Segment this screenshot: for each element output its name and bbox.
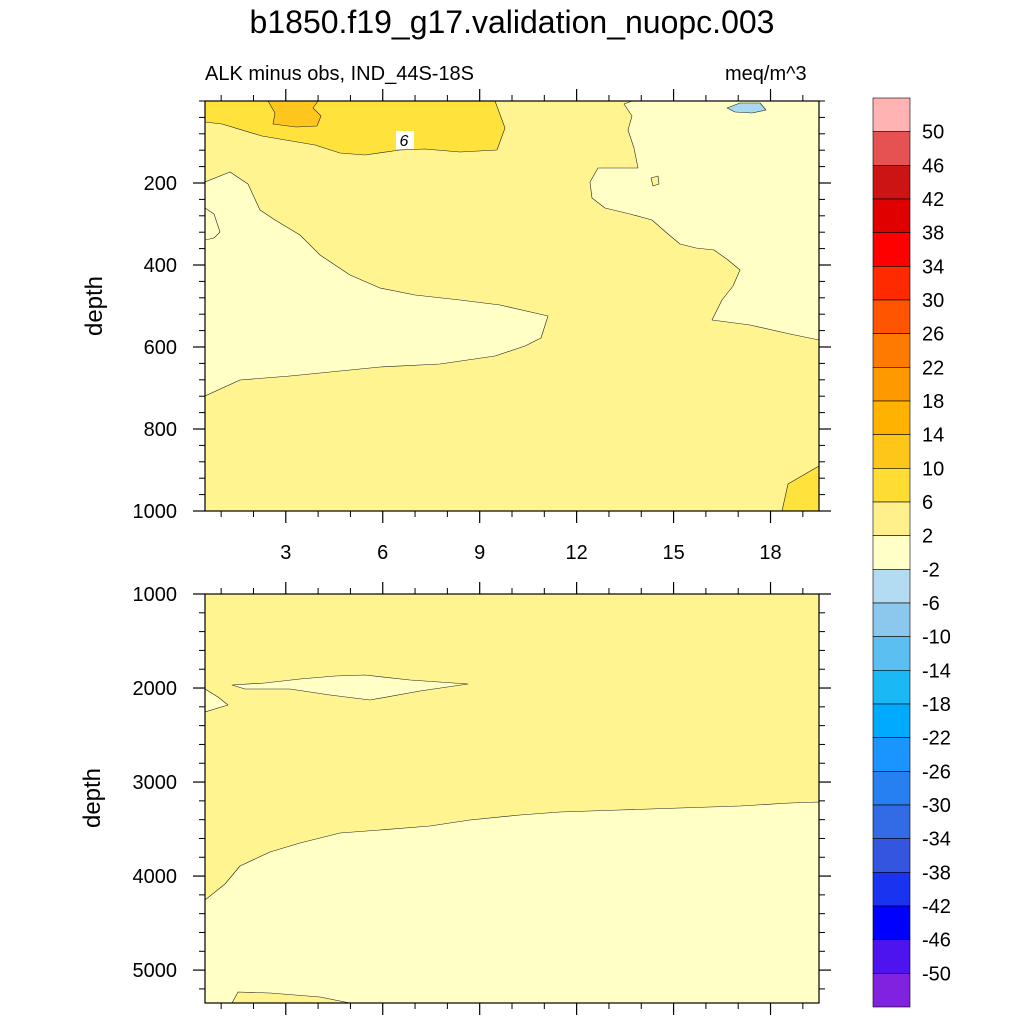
ytick-label-1000: 1000 — [133, 584, 178, 606]
colorbar-label: -6 — [922, 593, 940, 615]
colorbar-swatch — [872, 670, 911, 705]
colorbar-swatch — [872, 939, 911, 974]
colorbar-swatch — [872, 703, 911, 738]
colorbar-label: -34 — [922, 829, 951, 851]
colorbar-swatch — [872, 771, 911, 806]
colorbar-label: 46 — [922, 155, 944, 177]
colorbar-label: 2 — [922, 526, 933, 548]
upper-axes: 3 6 9 12 15 18 200 400 600 800 1000 — [133, 89, 831, 564]
colorbar-swatch — [872, 872, 911, 907]
lower-region-2-6-bottom — [231, 991, 351, 1003]
colorbar-label: 34 — [922, 256, 944, 278]
colorbar-label: 30 — [922, 290, 944, 312]
colorbar-swatch — [872, 838, 911, 873]
upper-panel — [205, 101, 819, 511]
lower-axes: 1000 2000 3000 4000 5000 — [133, 582, 831, 1015]
upper-region-10-14 — [267, 101, 322, 128]
colorbar-swatch — [872, 266, 911, 301]
colorbar-label: -10 — [922, 627, 951, 649]
subtitle-left: ALK minus obs, IND_44S-18S — [205, 63, 475, 85]
subtitle-units: meq/m^3 — [725, 63, 807, 85]
colorbar-swatch — [872, 97, 911, 132]
colorbar-swatch — [872, 905, 911, 940]
colorbar-swatch — [872, 569, 911, 604]
upper-ylabel: depth — [81, 276, 108, 336]
colorbar-swatch — [872, 468, 911, 503]
xtick-label-6: 6 — [377, 542, 388, 564]
contour-label-box — [396, 131, 414, 149]
colorbar: 50 46 42 38 34 30 26 22 18 14 10 6 2 -2 -6 -10 -14 -18 -22… — [872, 97, 951, 1008]
colorbar-swatch — [872, 434, 911, 469]
colorbar-label: -30 — [922, 795, 951, 817]
ytick-label-200: 200 — [144, 173, 177, 195]
xtick-label-9: 9 — [474, 542, 485, 564]
ytick-label-400: 400 — [144, 255, 177, 277]
lower-panel — [205, 594, 819, 1003]
lower-region-m2-2-lens — [231, 674, 469, 701]
colorbar-label: 10 — [922, 458, 944, 480]
colorbar-label: -46 — [922, 930, 951, 952]
ytick-label-3000: 3000 — [133, 772, 178, 794]
upper-region-m6-m2 — [726, 102, 767, 114]
colorbar-swatch — [872, 535, 911, 570]
chart-title: b1850.f19_g17.validation_nuopc.003 — [249, 4, 775, 40]
colorbar-label: -14 — [922, 660, 951, 682]
xtick-label-3: 3 — [280, 542, 291, 564]
lower-region-m2-2-deep — [205, 801, 819, 1003]
upper-region-island — [650, 175, 660, 187]
colorbar-swatch — [872, 299, 911, 334]
ytick-label-600: 600 — [144, 337, 177, 359]
colorbar-label: -2 — [922, 559, 940, 581]
lower-region-notch — [205, 688, 229, 713]
ytick-label-4000: 4000 — [133, 866, 178, 888]
colorbar-swatch — [872, 636, 911, 671]
colorbar-label: -50 — [922, 963, 951, 985]
colorbar-label: -22 — [922, 728, 951, 750]
colorbar-label: 26 — [922, 324, 944, 346]
ytick-label-1000: 1000 — [133, 501, 178, 523]
colorbar-swatch — [872, 232, 911, 267]
ytick-label-800: 800 — [144, 419, 177, 441]
colorbar-swatch — [872, 973, 911, 1008]
colorbar-swatch — [872, 501, 911, 536]
xtick-label-12: 12 — [566, 542, 588, 564]
lower-ylabel: depth — [79, 768, 106, 828]
upper-region-m2-2-notch — [205, 207, 221, 241]
colorbar-swatch — [872, 333, 911, 368]
colorbar-swatch — [872, 131, 911, 166]
colorbar-swatch — [872, 602, 911, 637]
xtick-label-15: 15 — [662, 542, 684, 564]
colorbar-label: 42 — [922, 189, 944, 211]
colorbar-label: 50 — [922, 122, 944, 144]
colorbar-swatch — [872, 367, 911, 402]
contour-label-6: 6 — [400, 133, 409, 150]
colorbar-swatch — [872, 400, 911, 435]
colorbar-swatch — [872, 165, 911, 200]
colorbar-label: 6 — [922, 492, 933, 514]
upper-region-m2-2-right — [589, 101, 819, 341]
colorbar-swatch — [872, 737, 911, 772]
upper-region-m2-2-left — [205, 171, 549, 397]
colorbar-swatch — [872, 804, 911, 839]
colorbar-label: 14 — [922, 425, 944, 447]
colorbar-label: -26 — [922, 761, 951, 783]
colorbar-swatch — [872, 198, 911, 233]
colorbar-label: -38 — [922, 862, 951, 884]
xtick-label-18: 18 — [759, 542, 781, 564]
colorbar-label: 38 — [922, 223, 944, 245]
colorbar-label: -42 — [922, 896, 951, 918]
colorbar-label: 18 — [922, 391, 944, 413]
colorbar-label: 22 — [922, 357, 944, 379]
ytick-label-2000: 2000 — [133, 678, 178, 700]
upper-region-6-10-bottom — [781, 465, 819, 511]
ytick-label-5000: 5000 — [133, 960, 178, 982]
colorbar-label: -18 — [922, 694, 951, 716]
